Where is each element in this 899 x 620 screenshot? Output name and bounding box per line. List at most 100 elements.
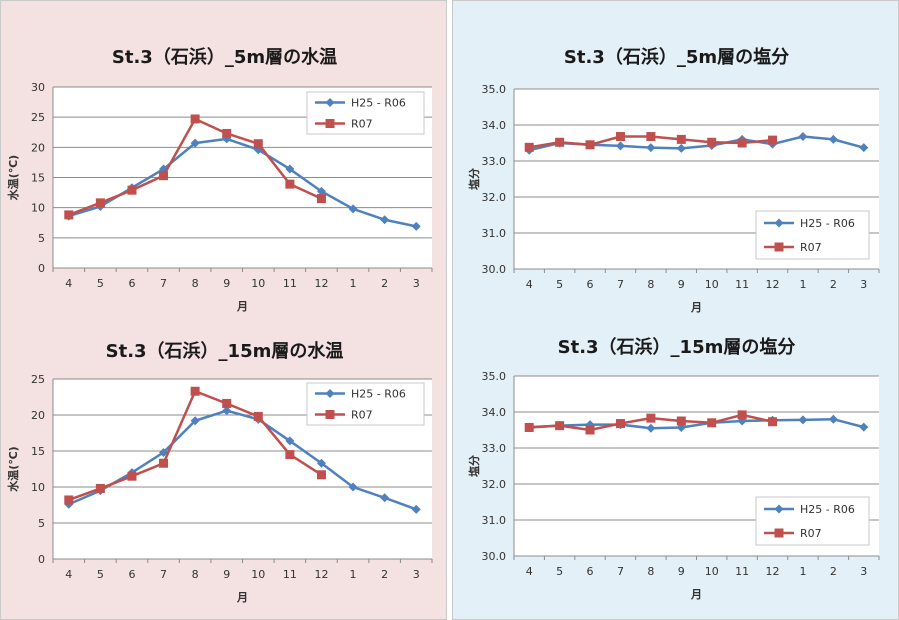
x-tick-label: 2	[381, 277, 388, 290]
legend-marker	[774, 218, 784, 228]
x-tick-label: 4	[65, 568, 72, 581]
x-tick-label: 3	[860, 278, 867, 291]
data-point	[737, 138, 747, 148]
data-point	[127, 471, 137, 481]
x-tick-label: 10	[251, 568, 265, 581]
chart-temp-5m: St.3（石浜）_5m層の水温 0 5 10 15 20 25 30 4 5 6 7 8 9 10 11 12…	[1, 1, 448, 313]
data-point	[159, 171, 169, 181]
x-axis-label: 月	[236, 300, 248, 313]
data-point	[524, 142, 534, 152]
x-tick-label: 12	[766, 278, 780, 291]
x-tick-label: 10	[251, 277, 265, 290]
legend-label: R07	[800, 527, 822, 540]
x-tick-label: 2	[830, 565, 837, 578]
data-point	[707, 418, 717, 428]
y-tick-label: 31.0	[482, 514, 507, 527]
legend-marker	[325, 98, 335, 107]
data-point	[380, 493, 390, 503]
y-tick-label: 5	[38, 232, 45, 245]
y-tick-label: 31.0	[482, 227, 507, 240]
x-tick-label: 9	[678, 565, 685, 578]
y-tick-label: 34.0	[482, 406, 507, 419]
x-tick-label: 6	[587, 278, 594, 291]
chart-temp-15m: St.3（石浜）_15m層の水温 0 5 10 15 20 25 4 5 6 7 8 9 10 11 12 1…	[1, 293, 448, 604]
y-tick-label: 35.0	[482, 83, 507, 96]
x-tick-label: 7	[617, 565, 624, 578]
chart-title: St.3（石浜）_15m層の水温	[105, 341, 344, 362]
x-tick-label: 3	[860, 565, 867, 578]
data-point	[768, 417, 778, 427]
data-point	[348, 482, 358, 492]
x-axis-label: 月	[690, 301, 702, 314]
data-point	[676, 134, 686, 144]
x-tick-label: 8	[192, 568, 199, 581]
legend-label: R07	[800, 241, 822, 254]
chart-salinity-5m: St.3（石浜）_5m層の塩分 30.0 31.0 32.0 33.0 34.0 35.0…	[453, 1, 899, 314]
data-point	[828, 414, 838, 424]
data-point	[615, 419, 625, 429]
chart-title: St.3（石浜）_5m層の塩分	[563, 47, 790, 68]
data-point	[555, 137, 565, 147]
x-tick-label: 3	[413, 277, 420, 290]
data-point	[253, 139, 263, 149]
legend-box	[306, 382, 425, 426]
x-tick-label: 4	[65, 277, 72, 290]
data-point	[316, 458, 326, 468]
legend-label: H25 - R06	[800, 503, 855, 516]
y-axis-label: 水温(℃)	[6, 446, 20, 491]
data-point	[646, 143, 656, 153]
y-tick-label: 15	[31, 445, 45, 458]
data-point	[222, 128, 232, 138]
x-tick-label: 6	[128, 568, 135, 581]
y-tick-label: 20	[31, 409, 45, 422]
x-tick-label: 4	[526, 278, 533, 291]
data-point	[222, 398, 232, 408]
y-tick-label: 25	[31, 111, 45, 124]
data-point	[159, 447, 169, 457]
data-point	[646, 423, 656, 433]
data-point	[95, 198, 105, 208]
chart-title: St.3（石浜）_15m層の塩分	[557, 337, 796, 358]
x-tick-label: 6	[587, 565, 594, 578]
y-tick-label: 5	[38, 517, 45, 530]
y-axis-label: 塩分	[467, 455, 481, 477]
legend-marker	[325, 389, 335, 398]
x-tick-label: 12	[314, 568, 328, 581]
data-point	[859, 422, 869, 432]
x-tick-label: 5	[97, 277, 104, 290]
x-tick-label: 8	[647, 278, 654, 291]
data-point	[707, 137, 717, 147]
y-tick-label: 30.0	[482, 550, 507, 563]
data-point	[646, 413, 656, 423]
chart-salinity-15m: St.3（石浜）_15m層の塩分 30.0 31.0 32.0 33.0 34.0 35.…	[453, 293, 899, 603]
x-tick-label: 9	[223, 568, 230, 581]
legend-marker	[325, 410, 335, 419]
y-tick-label: 33.0	[482, 155, 507, 168]
y-tick-label: 15	[31, 172, 45, 185]
legend-marker	[774, 242, 784, 252]
x-axis-label: 月	[236, 591, 248, 604]
y-tick-label: 30	[31, 81, 45, 94]
y-axis-label: 塩分	[467, 168, 481, 190]
right-panel: St.3（石浜）_5m層の塩分 30.0 31.0 32.0 33.0 34.0 35.0…	[452, 0, 899, 620]
y-tick-label: 0	[38, 262, 45, 275]
x-tick-label: 1	[350, 277, 357, 290]
data-point	[737, 410, 747, 420]
x-tick-label: 3	[413, 568, 420, 581]
x-tick-label: 2	[830, 278, 837, 291]
data-point	[828, 134, 838, 144]
data-point	[524, 422, 534, 432]
data-point	[348, 204, 358, 214]
x-tick-label: 10	[705, 278, 719, 291]
data-point	[64, 210, 74, 220]
data-point	[190, 386, 200, 396]
data-point	[316, 470, 326, 480]
data-point	[285, 179, 295, 189]
data-point	[615, 141, 625, 151]
x-tick-label: 11	[283, 568, 297, 581]
data-point	[285, 164, 295, 174]
series-line-1	[68, 137, 417, 228]
data-point	[676, 416, 686, 426]
left-panel: St.3（石浜）_5m層の水温 0 5 10 15 20 25 30 4 5 6 7 8 9 10 11 12…	[0, 0, 447, 620]
